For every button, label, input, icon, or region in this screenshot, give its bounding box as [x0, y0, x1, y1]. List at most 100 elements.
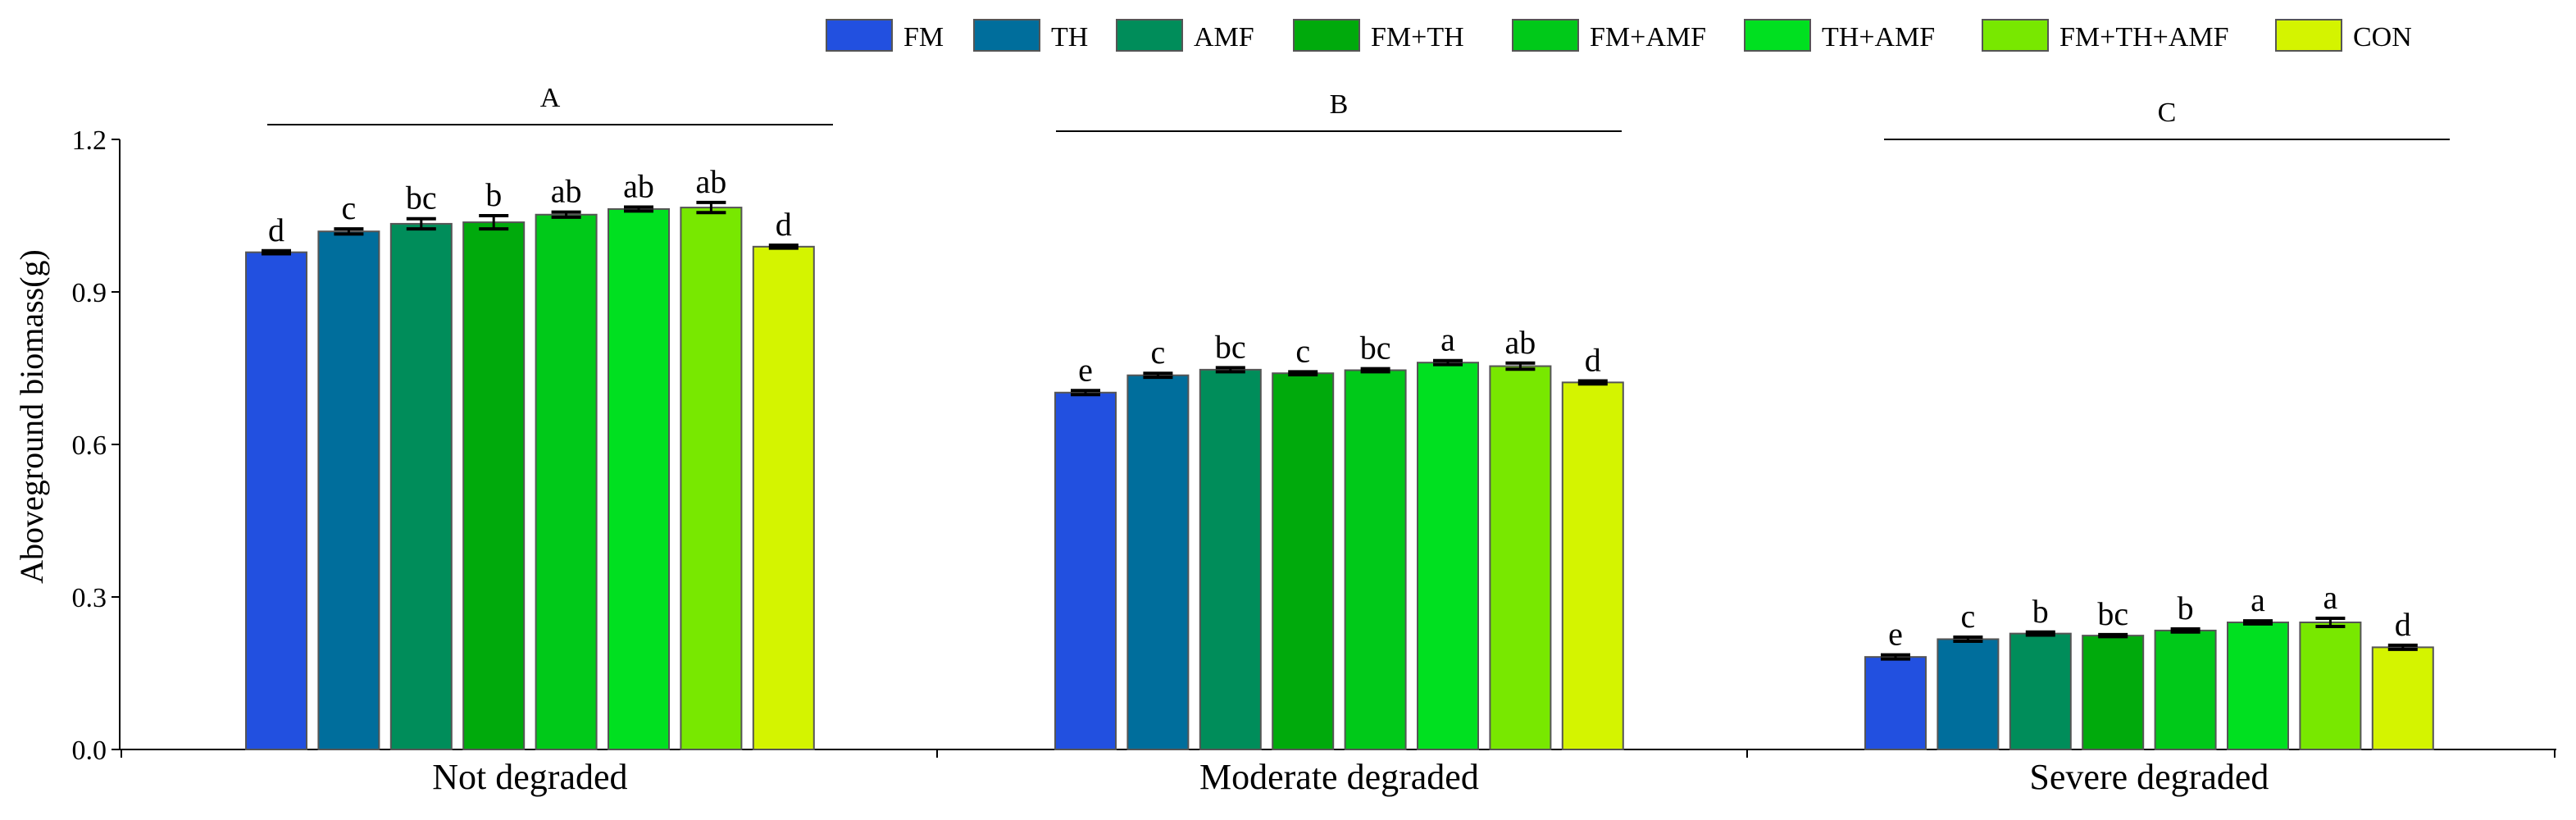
bar	[1344, 369, 1407, 750]
group-header-label: C	[2158, 98, 2177, 128]
legend-swatch	[2275, 19, 2342, 52]
error-bar	[1143, 371, 1173, 380]
error-bar	[2098, 632, 2128, 639]
significance-label: ab	[551, 173, 582, 210]
error-bar	[1881, 653, 1910, 661]
y-tick-label: 0.6	[72, 430, 107, 461]
error-bar	[1360, 367, 1390, 374]
legend-label: FM+TH+AMF	[2059, 22, 2229, 52]
significance-label: ab	[1505, 324, 1536, 361]
group-headers: A B C	[267, 83, 2450, 140]
error-bar	[2243, 619, 2273, 626]
bar	[1199, 368, 1262, 750]
bar	[535, 213, 598, 750]
legend-swatch	[973, 19, 1040, 52]
y-tick-label: 0.3	[72, 583, 107, 613]
significance-label: ab	[623, 167, 654, 204]
legend-label: FM+AMF	[1590, 22, 1706, 52]
significance-label: c	[1151, 334, 1166, 371]
significance-label: ab	[696, 163, 727, 200]
y-axis-title: Aboveground biomass(g)	[13, 249, 50, 584]
error-bar	[1215, 366, 1245, 374]
bar	[2082, 635, 2145, 750]
significance-label: bc	[1360, 330, 1391, 367]
x-category-label: Severe degraded	[2029, 757, 2269, 797]
legend-item: TH	[973, 19, 1088, 52]
legend-item: FM+TH	[1293, 19, 1464, 52]
bar	[1937, 638, 2000, 751]
significance-label: d	[1585, 342, 1601, 379]
significance-label: d	[2395, 606, 2411, 643]
legend-label: CON	[2353, 22, 2412, 52]
bar	[1561, 381, 1624, 750]
bar	[680, 207, 743, 750]
bar	[1272, 372, 1335, 750]
y-tick-label: 0.0	[72, 736, 107, 766]
error-bar	[551, 210, 581, 219]
bar	[1054, 391, 1117, 750]
axes: 0.0 0.3 0.6 0.9 1.2 Not degraded Moderate degr…	[72, 125, 2556, 797]
significance-label: a	[1440, 321, 1455, 358]
significance-label: b	[485, 176, 502, 213]
legend-item: FM+TH+AMF	[1982, 19, 2229, 52]
bar	[1864, 656, 1927, 750]
error-bar	[1288, 370, 1318, 377]
bar	[2009, 632, 2072, 751]
error-bar	[696, 200, 726, 215]
legend-label: FM	[903, 22, 944, 52]
bar	[317, 230, 380, 751]
error-bar	[2025, 630, 2055, 637]
significance-label: e	[1078, 351, 1093, 388]
y-tick-label: 0.9	[72, 278, 107, 308]
error-bar	[1577, 379, 1608, 386]
significance-label: c	[1961, 598, 1976, 635]
bar	[1417, 362, 1479, 750]
legend-swatch	[826, 19, 893, 52]
bar	[2299, 622, 2362, 750]
significance-label: bc	[1215, 328, 1246, 365]
bar	[2371, 646, 2434, 751]
error-bar	[768, 243, 799, 250]
legend-swatch	[1293, 19, 1360, 52]
bar	[2154, 629, 2217, 750]
group-header-label: B	[1330, 89, 1349, 120]
error-bar	[406, 216, 436, 231]
bar	[2227, 622, 2289, 750]
x-category-label: Moderate degraded	[1199, 757, 1479, 797]
legend-label: TH	[1051, 22, 1088, 52]
legend-label: TH+AMF	[1822, 22, 1935, 52]
significance-label: c	[1295, 332, 1310, 369]
legend-item: FM+AMF	[1512, 19, 1706, 52]
error-bar	[334, 227, 364, 236]
bar	[1126, 374, 1190, 750]
error-bar	[1505, 361, 1536, 371]
bar	[389, 222, 453, 751]
legend-swatch	[1982, 19, 2049, 52]
error-bar	[479, 214, 509, 231]
bar	[245, 251, 307, 750]
bar	[1489, 365, 1552, 750]
legend-swatch	[1744, 19, 1811, 52]
legend-label: FM+TH	[1371, 22, 1464, 52]
significance-label: b	[2032, 593, 2049, 630]
legend-item: AMF	[1116, 19, 1254, 52]
legend-item: CON	[2275, 19, 2412, 52]
error-bar	[1071, 389, 1100, 397]
significance-label: d	[268, 212, 284, 248]
legend-item: TH+AMF	[1744, 19, 1935, 52]
significance-label: b	[2178, 590, 2194, 626]
bar	[608, 207, 670, 750]
error-bar	[1433, 358, 1463, 367]
significance-label: a	[2323, 579, 2338, 616]
error-bar	[2315, 617, 2346, 628]
legend-swatch	[1512, 19, 1579, 52]
significance-label: c	[342, 189, 357, 226]
bar	[462, 221, 526, 750]
error-bar	[1953, 635, 1983, 643]
legend-swatch	[1116, 19, 1183, 52]
error-bar	[262, 248, 291, 256]
legend: FM TH AMF FM+TH FM+AMF TH+AMF FM+TH+AMF CON	[826, 19, 2412, 52]
legend-item: FM	[826, 19, 944, 52]
significance-label: a	[2251, 581, 2265, 618]
